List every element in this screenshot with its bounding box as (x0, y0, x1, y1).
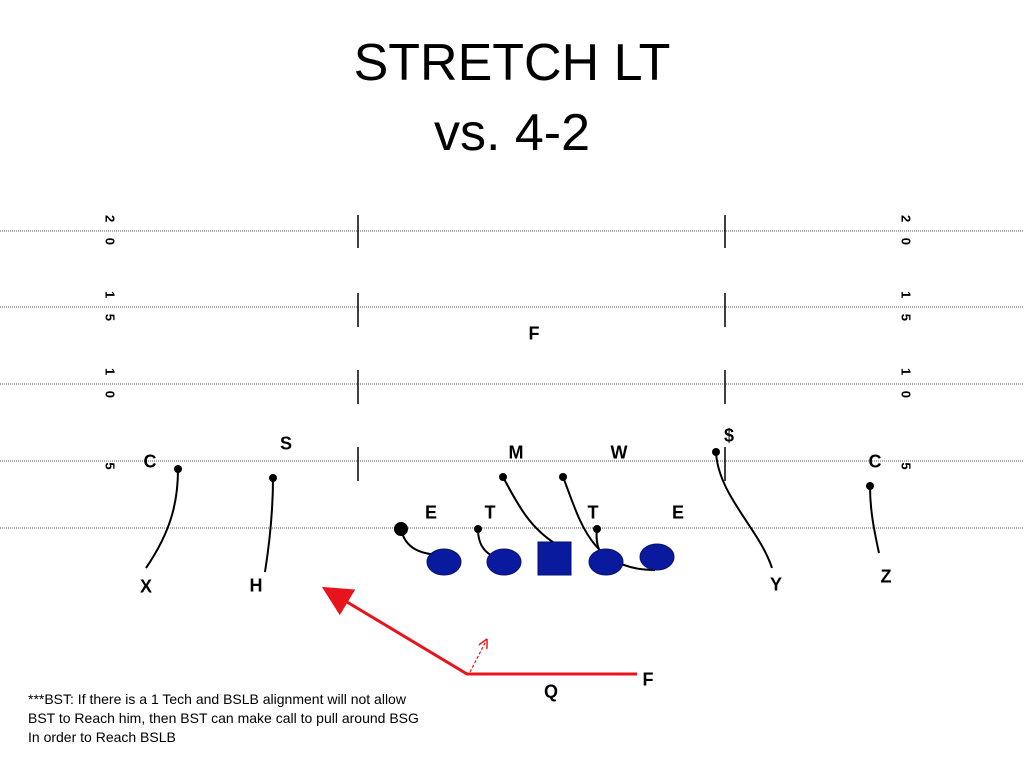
yard-number-5-right: 5 (898, 462, 914, 476)
money-path (715, 451, 773, 569)
right-tackle (639, 543, 675, 571)
hash-marks (357, 215, 726, 481)
end-right-label: E (671, 502, 685, 523)
left-tackle (426, 548, 462, 576)
tackle-left-label: T (484, 502, 496, 523)
defender-dots (174, 448, 874, 536)
strong-safety-label: S (279, 433, 293, 454)
note-line-1: ***BST: If there is a 1 Tech and BSLB al… (28, 691, 406, 707)
corner-right-dot (866, 482, 874, 490)
yard-number-5-left: 5 (102, 462, 118, 476)
corner-left-dot (174, 465, 182, 473)
mike-label: M (508, 442, 524, 463)
yard-number-10-right: 1 0 (898, 367, 914, 405)
y-end-label: Y (769, 574, 783, 595)
fullback-label: F (642, 669, 654, 690)
z-receiver-label: Z (880, 566, 892, 587)
corner-left-path (145, 468, 179, 569)
end-left-dot (394, 522, 408, 536)
tailback-path-arrow (321, 586, 637, 676)
tackle-right-label: T (587, 502, 599, 523)
tackle-left-dot (474, 525, 482, 533)
quarterback-label: Q (543, 681, 559, 702)
mike-dot (499, 473, 507, 481)
note-line-3: In order to Reach BSLB (28, 729, 176, 745)
qb-fake-arrow (469, 641, 486, 673)
note-line-2: BST to Reach him, then BST can make call… (28, 710, 419, 726)
corner-left-label: C (143, 451, 157, 472)
yard-lines (0, 230, 1024, 529)
h-back-label: H (249, 575, 263, 596)
will-label: W (610, 442, 628, 463)
x-receiver-label: X (139, 576, 153, 597)
yard-number-15-left: 1 5 (102, 290, 118, 328)
left-guard (486, 548, 522, 576)
strong-safety-dot (269, 474, 277, 482)
play-title: STRETCH LT (353, 34, 671, 92)
corner-right-label: C (868, 451, 882, 472)
will-dot (559, 473, 567, 481)
money-label: $ (723, 425, 735, 446)
corner-right-path (869, 485, 880, 554)
offensive-line (426, 541, 675, 576)
right-guard (588, 548, 624, 576)
will-path (562, 476, 656, 571)
backfield-paths (321, 586, 637, 676)
yard-number-15-right: 1 5 (898, 290, 914, 328)
mike-path (502, 476, 557, 545)
money-dot (712, 448, 720, 456)
yard-number-20-right: 2 0 (898, 214, 914, 252)
play-subtitle: vs. 4-2 (433, 104, 591, 162)
yard-number-10-left: 1 0 (102, 367, 118, 405)
end-left-label: E (424, 502, 438, 523)
tackle-right-dot (593, 525, 601, 533)
yard-number-20-left: 2 0 (102, 214, 118, 252)
center (537, 541, 572, 576)
coaching-note: ***BST: If there is a 1 Tech and BSLB al… (28, 690, 528, 747)
strong-safety-path (264, 477, 274, 573)
free-safety-label: F (528, 323, 540, 344)
